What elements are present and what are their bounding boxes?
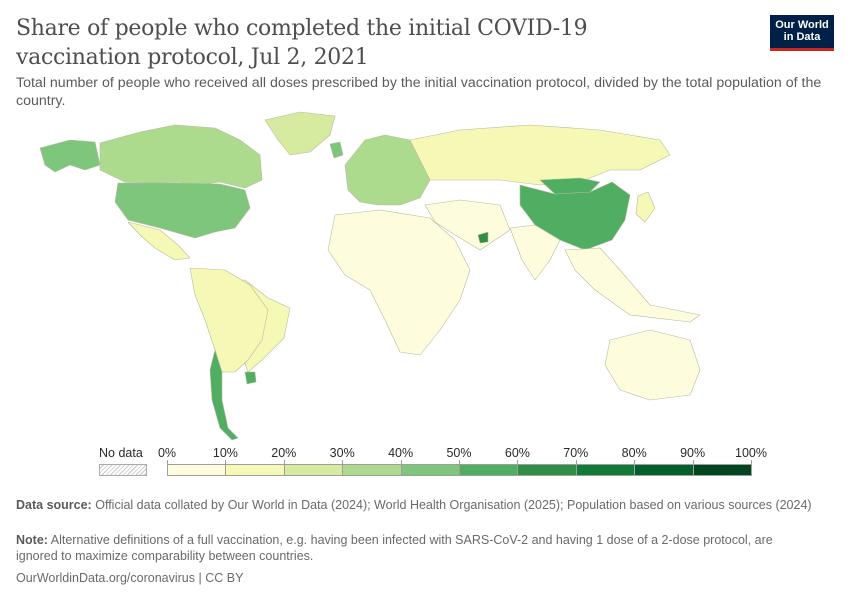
legend-bin[interactable] [517, 464, 577, 476]
source-url-link[interactable]: OurWorldinData.org/coronavirus | CC BY [16, 571, 244, 585]
legend-tick [634, 460, 636, 464]
logo-line-2: in Data [783, 31, 821, 43]
legend-tick-label: 100% [735, 446, 767, 460]
legend-bin[interactable] [283, 464, 344, 476]
region-russia[interactable] [409, 124, 671, 186]
region-uruguay[interactable] [244, 371, 257, 385]
legend-bin[interactable] [167, 464, 227, 476]
data-source-label: Data source: [16, 498, 92, 512]
legend-tick [459, 460, 460, 464]
data-source-text: Official data collated by Our World in D… [95, 498, 812, 512]
region-canada[interactable] [99, 124, 263, 189]
region-united-states[interactable] [114, 182, 251, 239]
note-label: Note: [16, 533, 48, 547]
owid-logo[interactable]: Our World in Data [770, 15, 834, 51]
legend-tick-label: 10% [212, 446, 238, 460]
legend-bin[interactable] [400, 464, 460, 476]
region-india[interactable] [509, 224, 561, 281]
legend-bin[interactable] [342, 464, 402, 476]
legend-tick [283, 460, 285, 464]
region-mexico[interactable] [127, 221, 191, 261]
chart-title: Share of people who completed the initia… [16, 16, 588, 70]
region-chile[interactable] [209, 349, 239, 440]
legend-tick [751, 460, 752, 464]
legend-tick [225, 460, 227, 464]
note-text: Alternative definitions of a full vaccin… [16, 533, 773, 563]
region-europe[interactable] [344, 134, 431, 206]
legend-tick-label: 60% [504, 446, 530, 460]
legend-bin[interactable] [692, 464, 752, 476]
region-united-arab-emirates[interactable] [477, 231, 489, 244]
region-united-kingdom[interactable] [329, 141, 344, 159]
region-australia[interactable] [604, 329, 701, 401]
chart-note: Note: Alternative definitions of a full … [16, 533, 816, 564]
data-source: Data source: Official data collated by O… [16, 498, 816, 514]
legend-bin[interactable] [225, 464, 285, 476]
legend-tick [517, 460, 519, 464]
legend-no-data-label: No data [99, 446, 143, 460]
legend-tick-label: 40% [388, 446, 414, 460]
region-japan[interactable] [635, 191, 656, 223]
legend-bin[interactable] [459, 464, 519, 476]
region-south-america-rest-[interactable] [189, 267, 269, 373]
legend-bin[interactable] [634, 464, 694, 476]
legend-tick-label: 30% [329, 446, 355, 460]
legend-tick-label: 20% [271, 446, 297, 460]
legend: No data 0% 10% 20% 30% 40% 50% 60% 70% 80% 90% 100… [0, 442, 850, 482]
legend-tick [167, 460, 168, 464]
legend-tick-label: 50% [446, 446, 472, 460]
region-africa[interactable] [327, 209, 471, 356]
logo-red-bar [770, 48, 834, 51]
region-middle-east[interactable] [424, 199, 511, 251]
region-alaska[interactable] [39, 139, 101, 173]
legend-bin[interactable] [575, 464, 636, 476]
legend-tick-label: 80% [621, 446, 647, 460]
legend-tick [400, 460, 402, 464]
world-map [39, 111, 701, 440]
legend-no-data-swatch [99, 464, 147, 476]
region-southeast-asia[interactable] [564, 247, 701, 323]
legend-tick-label: 0% [157, 446, 177, 460]
region-greenland[interactable] [264, 111, 336, 156]
legend-tick [342, 460, 344, 464]
region-mongolia[interactable] [539, 177, 601, 195]
legend-tick-label: 70% [563, 446, 589, 460]
legend-tick [575, 460, 577, 464]
chart-subtitle: Total number of people who received all … [16, 75, 822, 109]
legend-tick-label: 90% [680, 446, 706, 460]
legend-tick [692, 460, 694, 464]
logo-line-1: Our World [775, 19, 829, 31]
